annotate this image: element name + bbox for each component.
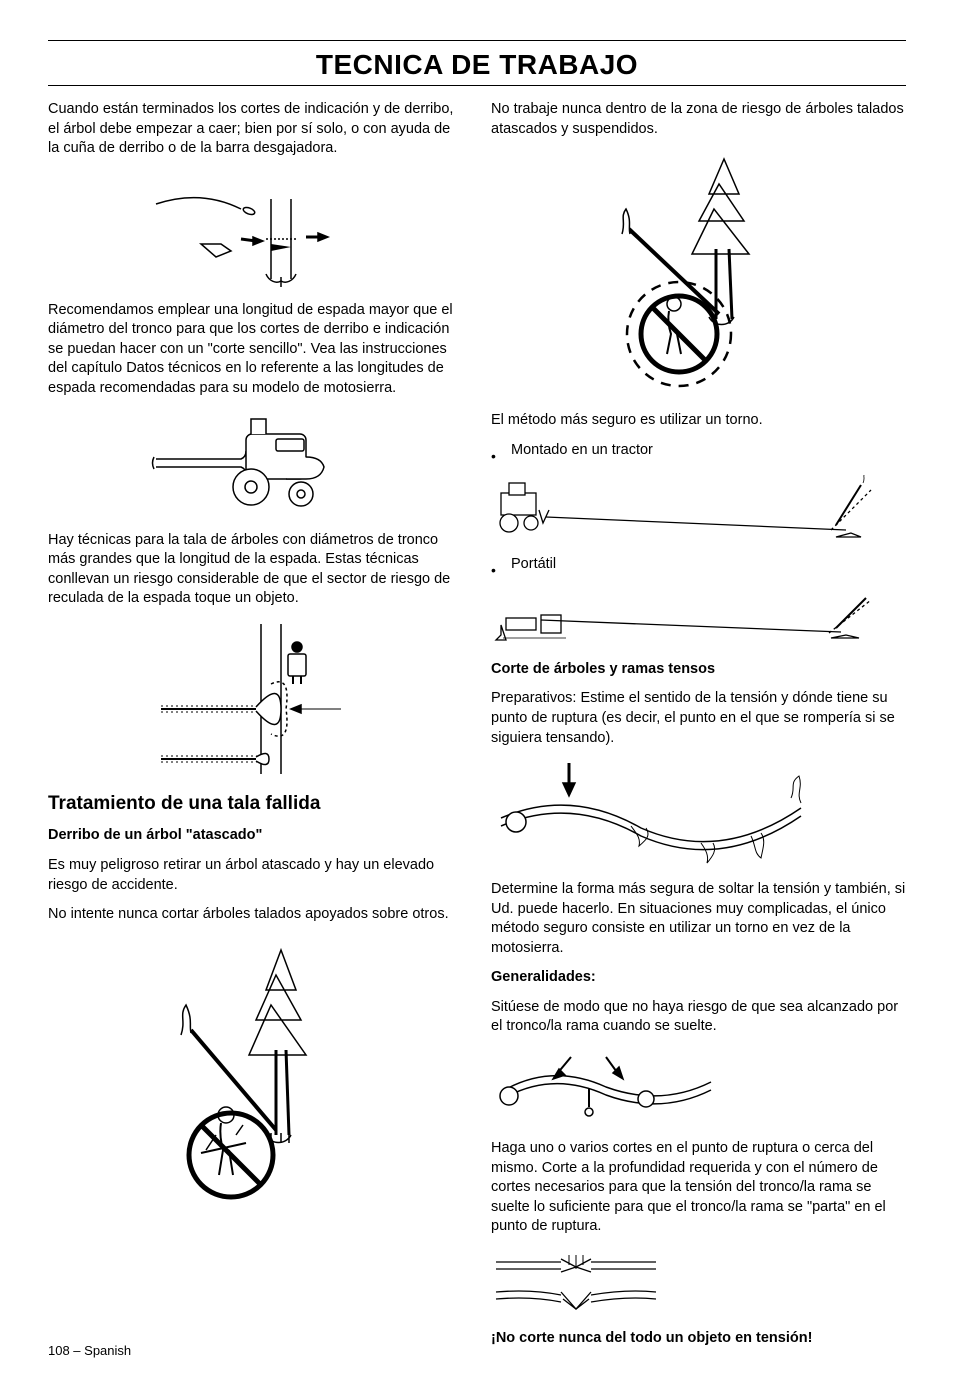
left-p4: Es muy peligroso retirar un árbol atasca… — [48, 856, 463, 895]
right-p4: Determine la forma más segura de soltar … — [491, 880, 906, 958]
bullet-icon — [491, 555, 497, 582]
page-title: TECNICA DE TRABAJO — [48, 49, 906, 81]
bullet-icon — [491, 441, 497, 468]
figure-wedge-breaking-bar — [48, 169, 463, 289]
right-column: No trabaje nunca dentro de la zona de ri… — [491, 100, 906, 1358]
figure-break-point-cuts — [491, 1247, 906, 1317]
right-p3: Preparativos: Estime el sentido de la te… — [491, 689, 906, 748]
bullet-portable: Portátil — [491, 555, 906, 582]
section-failed-felling: Tratamiento de una tala fallida — [48, 791, 463, 817]
left-p1: Cuando están terminados los cortes de in… — [48, 100, 463, 159]
left-column: Cuando están terminados los cortes de in… — [48, 100, 463, 1358]
left-p3: Hay técnicas para la tala de árboles con… — [48, 531, 463, 609]
bullet-tractor-label: Montado en un tractor — [511, 441, 653, 468]
figure-chainsaw-bar-length — [48, 409, 463, 519]
figure-stuck-tree-prohibition-1 — [48, 935, 463, 1215]
figure-stuck-tree-prohibition-2 — [491, 149, 906, 399]
right-p6: Haga uno o varios cortes en el punto de … — [491, 1139, 906, 1237]
figure-tractor-winch — [491, 475, 906, 545]
bullet-portable-label: Portátil — [511, 555, 556, 582]
figure-kickback-risk-diagram — [48, 619, 463, 779]
figure-tension-direction — [491, 758, 906, 868]
figure-portable-winch — [491, 590, 906, 650]
subheading-tension-cutting: Corte de árboles y ramas tensos — [491, 660, 906, 680]
two-column-layout: Cuando están terminados los cortes de in… — [48, 100, 906, 1358]
right-p2: El método más seguro es utilizar un torn… — [491, 411, 906, 431]
subheading-general: Generalidades: — [491, 968, 906, 988]
subheading-stuck-tree: Derribo de un árbol "atascado" — [48, 826, 463, 846]
right-p5: Sitúese de modo que no haya riesgo de qu… — [491, 998, 906, 1037]
warning-never-cut-through: ¡No corte nunca del todo un objeto en te… — [491, 1329, 906, 1349]
left-p5: No intente nunca cortar árboles talados … — [48, 905, 463, 925]
bullet-tractor: Montado en un tractor — [491, 441, 906, 468]
page-footer: 108 – Spanish — [48, 1343, 131, 1358]
left-p2: Recomendamos emplear una longitud de esp… — [48, 301, 463, 399]
right-p1: No trabaje nunca dentro de la zona de ri… — [491, 100, 906, 139]
figure-positioning-release — [491, 1047, 906, 1127]
